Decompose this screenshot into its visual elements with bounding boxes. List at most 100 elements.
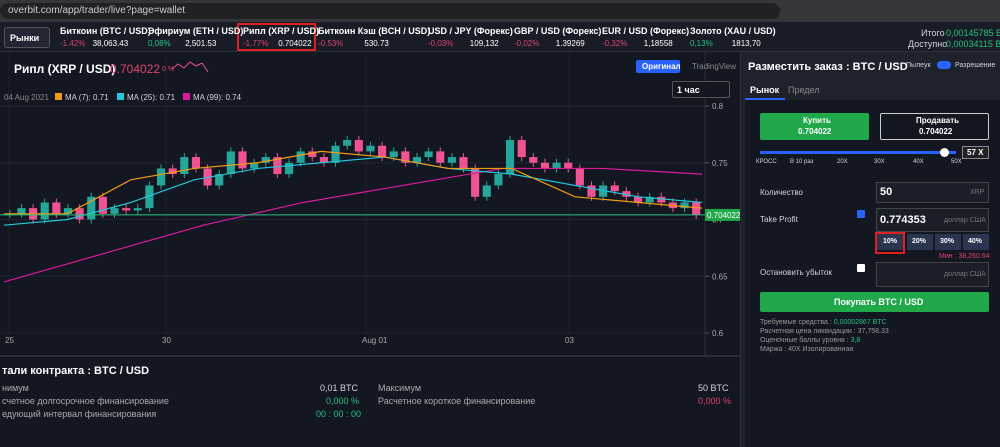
buy-label: Купить <box>803 116 831 125</box>
original-button[interactable] <box>636 60 680 73</box>
ticker-price: 1,18558 <box>643 39 673 48</box>
tp-min: Мин : 38,260.64 <box>939 253 990 260</box>
candle <box>412 157 422 163</box>
ticker-name: GBP / USD (Форекс) <box>514 26 602 36</box>
chart-change: 0 % <box>162 66 175 73</box>
markets-button[interactable] <box>4 27 50 48</box>
x-label: 25 <box>5 336 14 345</box>
chart-date: 04 Aug 2021 <box>4 93 49 102</box>
ma-line <box>3 156 703 226</box>
candle <box>564 162 573 169</box>
ma-line <box>3 167 703 283</box>
ticker-name: Рипл (XRP / USD) <box>243 26 320 36</box>
qty-input[interactable] <box>876 182 989 203</box>
row-label: едующий интервал финансирования <box>2 409 157 419</box>
candle <box>645 196 654 203</box>
pct-button[interactable] <box>963 234 989 250</box>
ticker-change: 0,08% <box>148 39 171 48</box>
ticker-name: Золото (XAU / USD) <box>690 26 776 36</box>
row-label: счетное долгосрочное финансирование <box>2 396 169 406</box>
info-label: Маржа : 40X Изолированная <box>760 346 853 353</box>
tp-input[interactable] <box>876 208 989 232</box>
leverage-mark: КРОСС <box>756 159 777 165</box>
candle <box>366 145 375 152</box>
candle <box>517 140 526 158</box>
candle <box>17 208 26 214</box>
url-field[interactable] <box>0 3 780 19</box>
row-value: 50 BTC <box>698 383 729 393</box>
tab-market[interactable]: Рынок <box>750 85 780 95</box>
row-value: 0,000 % <box>698 396 732 406</box>
tradingview-label[interactable]: TradingView <box>692 62 737 71</box>
sl-input[interactable] <box>876 262 989 287</box>
candle <box>261 157 270 163</box>
markets-label: Рынки <box>10 33 40 43</box>
pct-button[interactable] <box>907 234 933 250</box>
candle <box>692 202 701 215</box>
candle <box>459 157 468 169</box>
buy-button[interactable] <box>760 113 869 140</box>
legend-swatch <box>183 93 190 100</box>
contract-title: тали контракта : BTC / USD <box>2 365 150 377</box>
leverage-mark: 20X <box>837 159 848 165</box>
price-tag <box>705 208 740 221</box>
ticker-change: -0,02% <box>514 39 540 48</box>
contract-panel: тали контракта : BTC / USD нимум 0,01 BT… <box>0 355 740 447</box>
submit-button[interactable] <box>760 292 989 312</box>
row-value: 0,000 % <box>326 396 360 406</box>
ticker-price: 109,132 <box>469 39 499 48</box>
candle <box>40 202 49 220</box>
legend-swatch <box>117 93 124 100</box>
leverage-slider[interactable] <box>760 151 956 154</box>
candle <box>284 162 294 175</box>
available-label: Доступно <box>908 39 948 49</box>
interval-select[interactable] <box>672 81 730 98</box>
buy-price: 0.704022 <box>798 127 832 136</box>
slider-knob[interactable] <box>940 148 949 157</box>
candle <box>331 145 340 163</box>
qty-value: 50 <box>880 186 893 198</box>
candle <box>436 151 445 163</box>
pct-button[interactable] <box>877 234 903 250</box>
submit-label: Покупать BTC / USD <box>834 297 924 307</box>
candle <box>308 151 317 158</box>
info-value: 0,00002867 BTC <box>833 319 887 326</box>
candle <box>505 140 515 175</box>
ticker-name: EUR / USD (Форекс) <box>602 26 690 36</box>
tp-checkbox[interactable] <box>857 210 865 218</box>
info-label: Расчетная цена ликвидации : 37,758.33 <box>760 328 889 335</box>
ticker-change: 0,13% <box>690 39 713 48</box>
candle <box>657 196 666 203</box>
ticker-change: -0.53% <box>318 39 344 48</box>
pct-label: 10% <box>883 238 898 245</box>
row-label: Максимум <box>378 383 422 393</box>
candle <box>296 151 305 163</box>
tp-value: 0.774353 <box>880 214 926 226</box>
row-label: нимум <box>2 383 29 393</box>
candle <box>75 208 84 220</box>
pct-label: 40% <box>968 238 983 245</box>
candle <box>122 208 131 211</box>
ticker-change: -0,03% <box>428 39 454 48</box>
chart-price: 0.704022 <box>110 62 161 76</box>
candle <box>529 157 538 163</box>
candle <box>191 157 201 169</box>
candle <box>110 208 119 214</box>
ticker-price: 1.39269 <box>555 39 585 48</box>
tab-limit[interactable]: Предел <box>788 85 820 95</box>
pct-button[interactable] <box>935 234 961 250</box>
leverage-mark: 50X <box>951 159 962 165</box>
leverage-box[interactable] <box>962 146 989 159</box>
ticker-name: Биткоин (BTC / USD) <box>60 26 151 36</box>
ticker-name: Эфириум (ETH / USD) <box>148 26 244 36</box>
legend-swatch <box>55 93 62 100</box>
toggle-label: Разрешение <box>955 62 996 69</box>
available-value: 0,00034115 BTC <box>946 39 1000 49</box>
candle <box>156 168 166 186</box>
candle <box>343 140 352 146</box>
ticker-name: USD / JPY (Форекс) <box>428 26 513 36</box>
toggle[interactable] <box>937 61 951 69</box>
sell-button[interactable] <box>880 113 989 140</box>
sl-checkbox[interactable] <box>857 264 865 272</box>
original-label: Оригинал <box>642 62 681 71</box>
